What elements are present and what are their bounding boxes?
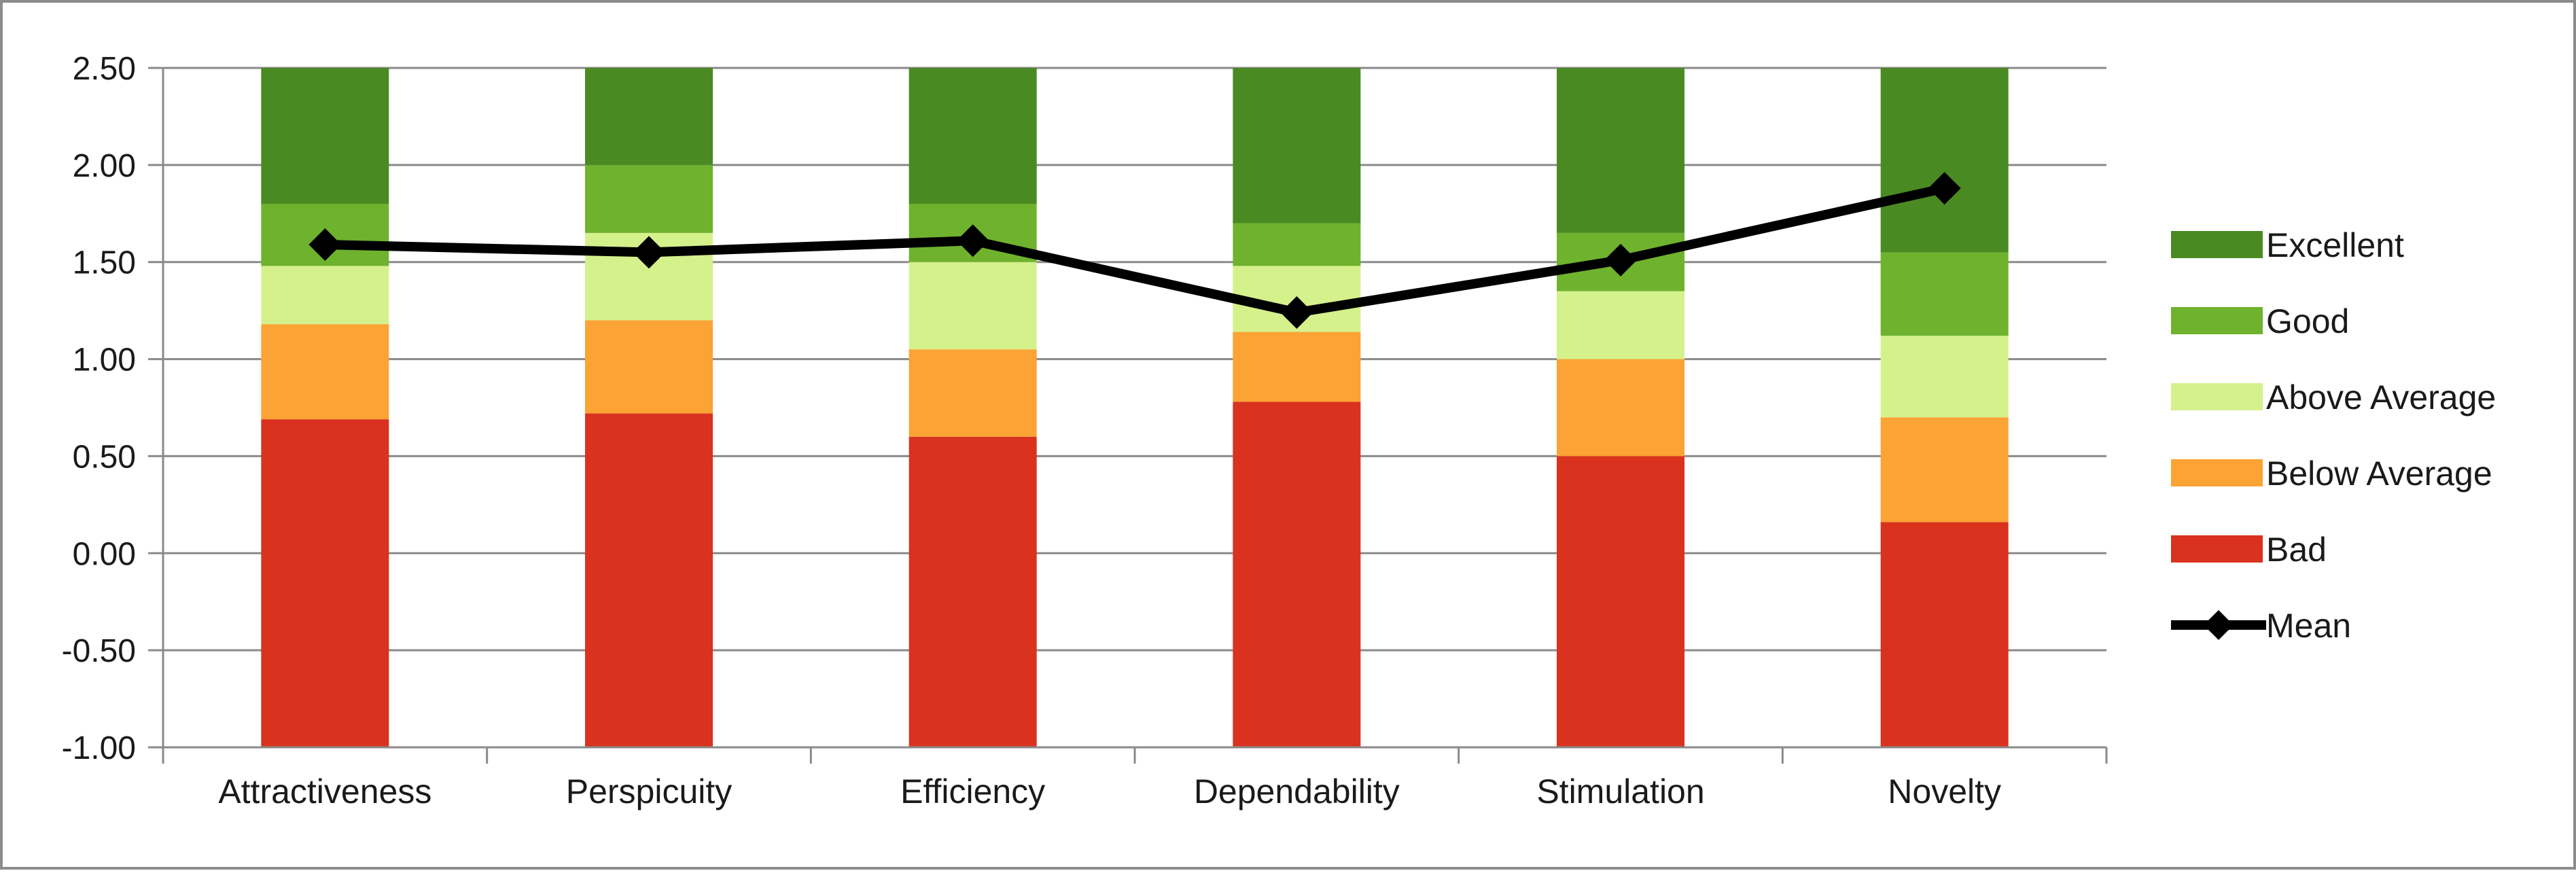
- bar-segment-bad: [908, 436, 1037, 747]
- bar-segment-below-average: [1880, 417, 2009, 522]
- mean-point-marker: [1928, 172, 1961, 205]
- mean-point-marker: [308, 228, 342, 261]
- x-tick-label: Perspicuity: [566, 772, 733, 810]
- bar-segment-above-average: [1557, 291, 1684, 359]
- x-tick-label: Efficiency: [900, 772, 1045, 810]
- bar-segment-excellent: [585, 68, 713, 165]
- mean-line: [325, 183, 1946, 317]
- bar-segment-above-average: [1880, 336, 2009, 418]
- legend-label: Above Average: [2266, 378, 2496, 416]
- legend-swatch-excellent: [2171, 231, 2263, 258]
- mean-point-marker: [956, 224, 989, 257]
- x-tick-labels: Attractiveness Perspicuity Efficiency Depen…: [218, 772, 2001, 810]
- bar-segment-excellent: [1233, 68, 1361, 224]
- bar-segment-good: [1880, 252, 2009, 336]
- bar-segment-bad: [261, 419, 389, 747]
- y-tick-label: 0.50: [73, 439, 136, 475]
- bar-segment-above-average: [261, 266, 389, 325]
- legend-label: Bad: [2266, 531, 2327, 569]
- bar-segment-below-average: [585, 320, 713, 414]
- bar-segment-excellent: [1557, 68, 1684, 233]
- bar-segment-excellent: [261, 68, 389, 204]
- legend-label: Good: [2266, 302, 2349, 340]
- x-tick-label: Stimulation: [1536, 772, 1704, 810]
- y-tick-label: -0.50: [62, 633, 136, 669]
- bar-stacks: [261, 68, 2009, 747]
- legend-marker-mean: [2204, 610, 2234, 640]
- legend-label: Excellent: [2266, 226, 2404, 264]
- legend-swatch-bad: [2171, 535, 2263, 563]
- x-tick-label: Novelty: [1888, 772, 2001, 810]
- bar-segment-below-average: [1233, 332, 1361, 402]
- bar-segment-bad: [1880, 522, 2009, 747]
- bar-segment-good: [1233, 223, 1361, 266]
- bar-segment-above-average: [908, 262, 1037, 350]
- legend-label: Mean: [2266, 607, 2351, 645]
- legend-swatch-above-average: [2171, 383, 2263, 410]
- bar-segment-good: [585, 164, 713, 233]
- legend-swatch-good: [2171, 307, 2263, 334]
- bar-segment-bad: [1233, 402, 1361, 747]
- bar-segment-excellent: [1880, 68, 2009, 253]
- y-tick-label: 1.50: [73, 245, 136, 281]
- mean-point-marker: [633, 236, 665, 269]
- bar-segment-bad: [1557, 456, 1684, 747]
- y-tick-label: -1.00: [62, 730, 136, 766]
- x-tick-label: Dependability: [1194, 772, 1400, 810]
- x-tick-label: Attractiveness: [218, 772, 431, 810]
- y-tick-labels: -1.00 -0.50 0.00 0.50 1.00 1.50 2.00 2.50: [62, 51, 136, 766]
- bar-segment-below-average: [908, 349, 1037, 437]
- y-tick-label: 2.50: [73, 51, 136, 87]
- bar-segment-bad: [585, 413, 713, 747]
- mean-point-marker: [1604, 243, 1637, 277]
- bar-segment-below-average: [1557, 359, 1684, 457]
- y-tick-label: 2.00: [73, 148, 136, 184]
- axes: [162, 68, 2108, 764]
- y-tick-label: 1.00: [73, 342, 136, 378]
- legend: Excellent Good Above Average Below Average B…: [2171, 226, 2496, 645]
- y-tick-label: 0.00: [73, 536, 136, 572]
- legend-swatch-below-average: [2171, 459, 2263, 486]
- mean-point-marker: [1280, 296, 1313, 329]
- mean-line-series: [308, 172, 1961, 329]
- bar-segment-excellent: [908, 68, 1037, 204]
- bar-segment-below-average: [261, 324, 389, 420]
- legend-label: Below Average: [2266, 455, 2492, 493]
